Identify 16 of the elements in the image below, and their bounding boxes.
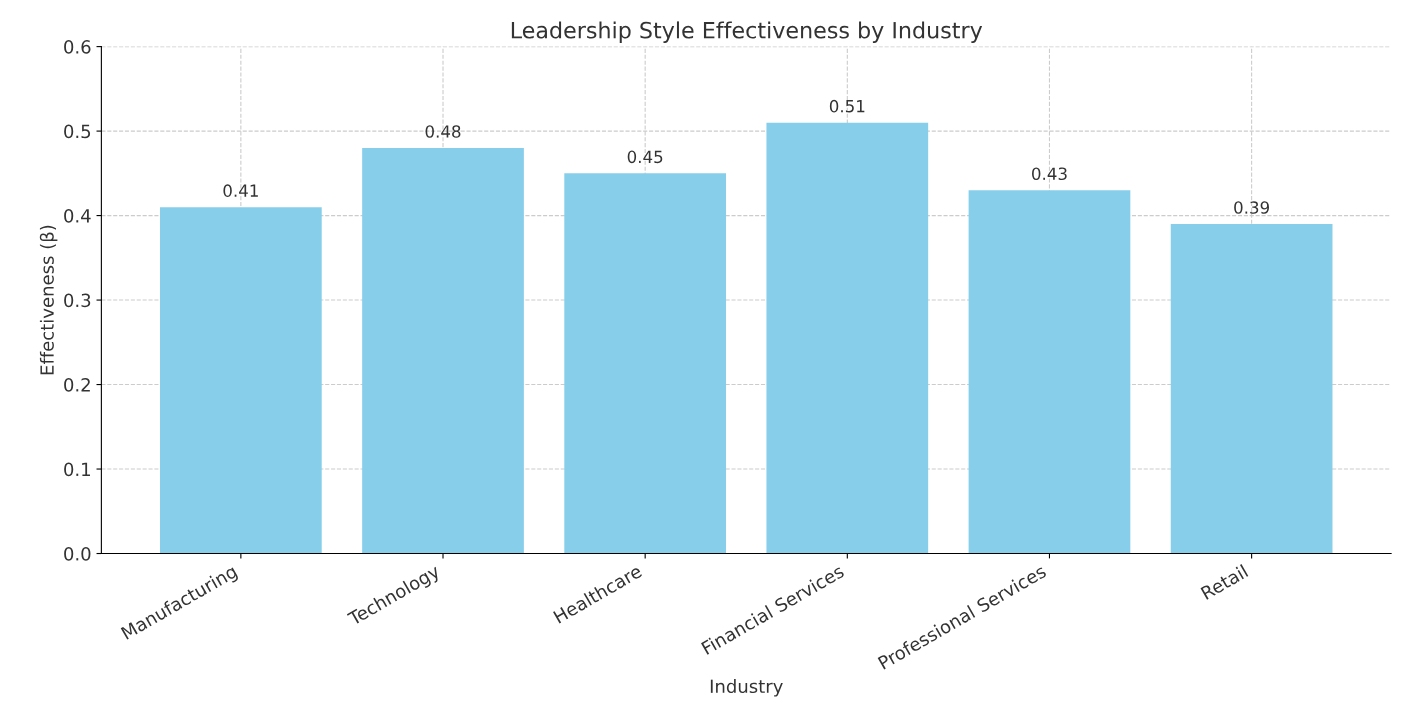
y-tick-label: 0.6 [64,40,91,54]
data-label: 0.51 [829,99,865,113]
data-label: 0.48 [425,125,461,138]
x-axis-title: Industry [710,679,783,697]
data-label: 0.39 [1234,201,1269,214]
y-tick-label: 0.0 [64,546,91,561]
data-label: 0.45 [627,150,663,164]
y-tick-label: 0.5 [64,124,91,139]
y-tick-label: 0.4 [64,209,91,223]
y-tick-label: 0.3 [64,293,91,308]
y-tick-label: 0.1 [64,462,90,477]
chart-title: Leadership Style Effectiveness by Industry [511,21,983,43]
data-label: 0.41 [223,184,258,197]
y-axis-title: Effectiveness (β) [39,225,58,375]
y-tick-label: 0.2 [64,378,90,392]
data-label: 0.43 [1032,167,1067,181]
